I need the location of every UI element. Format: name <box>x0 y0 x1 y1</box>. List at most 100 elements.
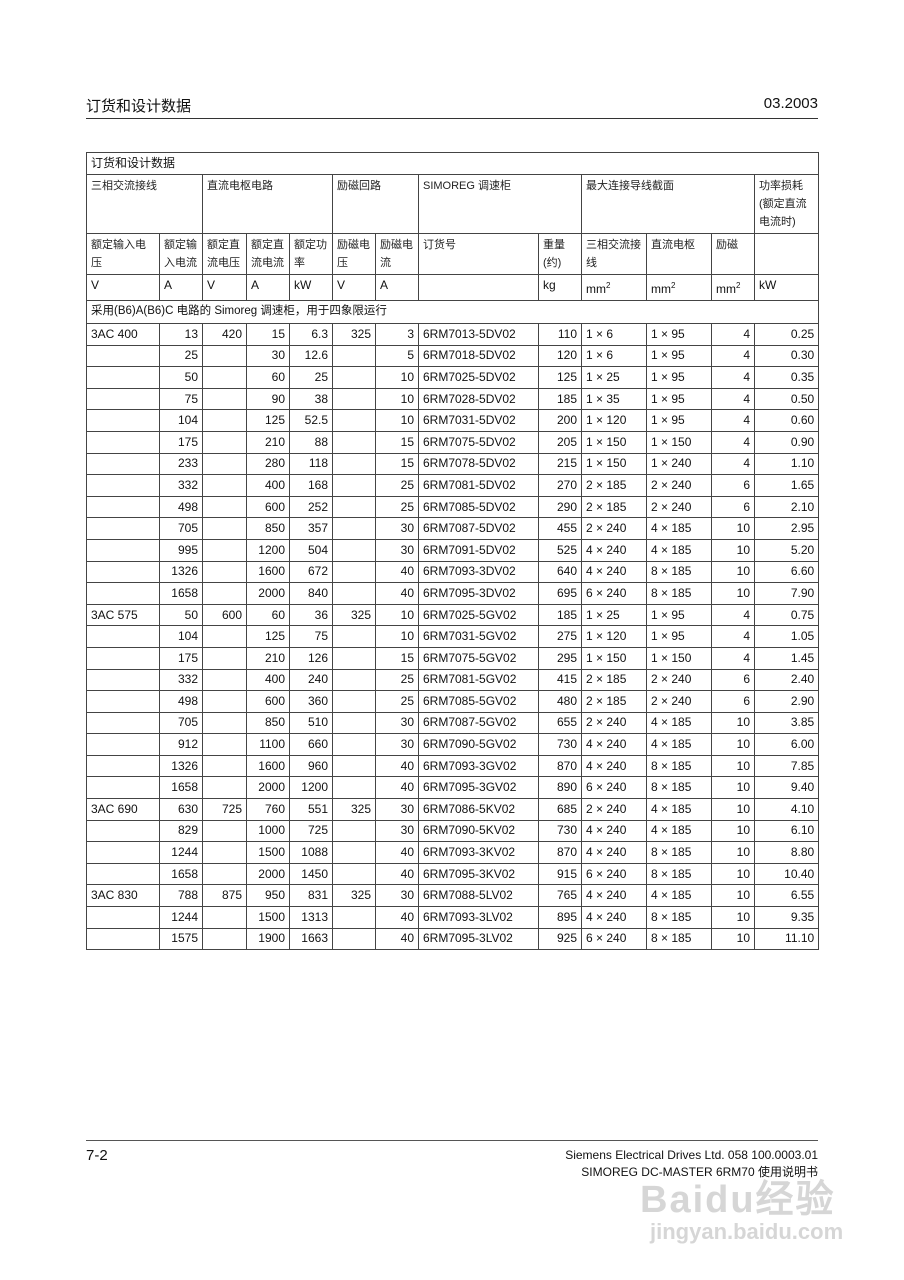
table-cell: 0.30 <box>753 344 820 368</box>
table-cell: 168 <box>289 474 333 497</box>
table-cell <box>332 517 376 540</box>
table-cell <box>86 754 160 778</box>
table-cell <box>332 841 376 864</box>
table-cell: 25 <box>375 495 419 519</box>
group-three-phase-ac: 三相交流接线 <box>86 174 203 234</box>
table-cell: 912 <box>159 733 203 756</box>
table-cell: 6.3 <box>289 323 333 346</box>
table-cell: 275 <box>538 625 582 648</box>
table-cell: 875 <box>202 884 247 908</box>
table-cell <box>86 538 160 562</box>
table-cell <box>86 927 160 951</box>
table-cell: 1 × 150 <box>646 430 712 454</box>
table-cell <box>86 560 160 584</box>
table-cell: 8 × 185 <box>646 927 712 951</box>
table-cell <box>332 776 376 800</box>
table-cell: 6.55 <box>753 884 820 908</box>
table-row: 332 400 240 25 6RM7081-5GV02 415 2 × 185 2 × 24… <box>86 668 820 692</box>
table-cell: 510 <box>289 711 333 735</box>
subheader-5: 励磁电压 <box>332 233 376 275</box>
table-cell: 1 × 6 <box>581 344 647 368</box>
table-cell: 360 <box>289 690 333 713</box>
table-cell: 2 × 240 <box>581 517 647 540</box>
table-cell <box>86 625 160 648</box>
unit-1: A <box>159 274 203 301</box>
table-cell: 6 <box>711 495 755 519</box>
table-cell <box>332 430 376 454</box>
table-cell: 40 <box>375 754 419 778</box>
table-cell: 1 × 150 <box>581 646 647 670</box>
table-cell: 1 × 120 <box>581 625 647 648</box>
table-cell: 125 <box>246 409 290 432</box>
table-cell <box>202 733 247 756</box>
table-cell <box>332 927 376 951</box>
table-cell: 4 × 185 <box>646 819 712 843</box>
subheader-12 <box>753 233 820 275</box>
table-row: 995 1200 504 30 6RM7091-5DV02 525 4 × 240 4 × 1… <box>86 538 820 562</box>
table-row: 1575 1900 1663 40 6RM7095-3LV02 925 6 × 240 8 ×… <box>86 927 820 951</box>
table-cell: 25 <box>375 690 419 713</box>
table-cell <box>202 344 247 368</box>
table-cell: 4 × 185 <box>646 538 712 562</box>
table-cell: 13 <box>159 323 203 346</box>
table-cell: 498 <box>159 690 203 713</box>
subheader-8: 重量(约) <box>538 233 582 275</box>
table-cell: 870 <box>538 754 582 778</box>
table-cell: 3 <box>375 323 419 346</box>
table-row: 3AC 575 50 600 60 36 325 10 6RM7025-5GV02 185 1 ×… <box>86 603 820 627</box>
table-cell: 1 × 25 <box>581 603 647 627</box>
table-cell: 672 <box>289 560 333 584</box>
table-title: 订货和设计数据 <box>85 152 820 175</box>
table-cell: 1313 <box>289 906 333 929</box>
table-cell: 3AC 400 <box>86 323 160 346</box>
table-cell: 600 <box>246 690 290 713</box>
table-cell: 6RM7095-3LV02 <box>418 927 539 951</box>
table-cell: 38 <box>289 387 333 411</box>
table-cell <box>202 927 247 951</box>
table-cell: 233 <box>159 452 203 476</box>
table-cell: 4 × 240 <box>581 538 647 562</box>
table-cell <box>86 344 160 368</box>
table-cell: 0.50 <box>753 387 820 411</box>
table-cell: 280 <box>246 452 290 476</box>
table-cell: 25 <box>159 344 203 368</box>
table-cell: 8 × 185 <box>646 582 712 605</box>
table-cell <box>202 517 247 540</box>
table-cell: 415 <box>538 668 582 692</box>
table-cell: 6 × 240 <box>581 776 647 800</box>
unit-10: mm2 <box>646 274 712 301</box>
table-cell: 6RM7081-5GV02 <box>418 668 539 692</box>
table-cell <box>332 646 376 670</box>
table-cell: 30 <box>375 798 419 821</box>
table-cell <box>202 862 247 886</box>
table-cell: 995 <box>159 538 203 562</box>
table-cell: 5 <box>375 344 419 368</box>
table-cell: 10 <box>375 625 419 648</box>
table-cell: 6 × 240 <box>581 582 647 605</box>
table-cell: 10 <box>711 560 755 584</box>
table-cell: 6RM7091-5DV02 <box>418 538 539 562</box>
table-cell: 270 <box>538 474 582 497</box>
table-cell: 400 <box>246 474 290 497</box>
table-cell: 4 × 185 <box>646 711 712 735</box>
table-cell: 850 <box>246 517 290 540</box>
table-cell: 325 <box>332 798 376 821</box>
table-cell: 50 <box>159 366 203 389</box>
table-cell: 4 × 240 <box>581 884 647 908</box>
table-cell: 1 × 95 <box>646 625 712 648</box>
table-cell <box>332 711 376 735</box>
table-cell: 6RM7013-5DV02 <box>418 323 539 346</box>
table-cell <box>332 344 376 368</box>
table-cell: 10 <box>711 906 755 929</box>
table-cell <box>202 819 247 843</box>
table-cell: 10 <box>711 776 755 800</box>
table-cell <box>86 690 160 713</box>
table-cell: 6.10 <box>753 819 820 843</box>
table-cell: 6 <box>711 668 755 692</box>
table-cell: 6RM7095-3GV02 <box>418 776 539 800</box>
table-cell: 125 <box>538 366 582 389</box>
table-cell: 185 <box>538 387 582 411</box>
table-cell: 9.35 <box>753 906 820 929</box>
table-cell: 600 <box>202 603 247 627</box>
